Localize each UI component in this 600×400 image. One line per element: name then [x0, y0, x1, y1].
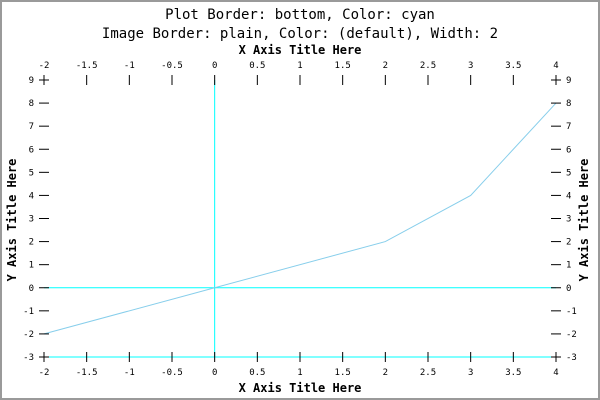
chart-title: Plot Border: bottom, Color: cyan: [165, 7, 435, 23]
x-tick-label-bottom: 2: [383, 368, 388, 378]
x-tick-label-bottom: 0.5: [249, 368, 265, 378]
y-tick-label-left: -2: [23, 330, 34, 340]
x-tick-label-bottom: 3: [468, 368, 473, 378]
y-tick-label-right: -3: [566, 353, 577, 363]
chart-subtitle: Image Border: plain, Color: (default), W…: [102, 26, 498, 42]
x-axis-title-top: X Axis Title Here: [239, 43, 362, 57]
x-tick-label-bottom: 1: [297, 368, 302, 378]
y-tick-label-right: 9: [566, 76, 571, 86]
tick-labels: -2 -2 -1.5 -1.5 -1 -1 -0.5 -0.5 0 0 0.5 0.5 1 1 1.5 1.5…: [23, 61, 577, 378]
x-tick-label-bottom: -0.5: [161, 368, 183, 378]
y-tick-label-left: 6: [29, 145, 34, 155]
x-tick-label-top: -1: [124, 61, 135, 71]
x-tick-label-bottom: 1.5: [335, 368, 351, 378]
x-tick-label-top: 3.5: [505, 61, 521, 71]
zero-lines: [44, 80, 556, 357]
y-tick-label-left: 1: [29, 261, 34, 271]
y-tick-label-right: -1: [566, 307, 577, 317]
y-tick-label-left: 4: [29, 191, 34, 201]
x-tick-label-top: -0.5: [161, 61, 183, 71]
y-tick-label-left: -1: [23, 307, 34, 317]
x-tick-label-bottom: 3.5: [505, 368, 521, 378]
x-tick-label-bottom: -2: [39, 368, 50, 378]
x-tick-label-top: 2.5: [420, 61, 436, 71]
y-tick-label-right: 3: [566, 215, 571, 225]
x-tick-label-top: 1.5: [335, 61, 351, 71]
x-axis-title-bottom: X Axis Title Here: [239, 381, 362, 395]
y-tick-label-left: 0: [29, 284, 34, 294]
axis-ticks: [39, 75, 561, 362]
y-tick-label-right: 1: [566, 261, 571, 271]
y-tick-label-right: -2: [566, 330, 577, 340]
x-tick-label-bottom: 2.5: [420, 368, 436, 378]
y-tick-label-right: 7: [566, 122, 571, 132]
x-tick-label-bottom: 4: [553, 368, 558, 378]
x-tick-label-top: -2: [39, 61, 50, 71]
x-tick-label-top: 2: [383, 61, 388, 71]
y-tick-label-left: 9: [29, 76, 34, 86]
y-tick-label-left: 7: [29, 122, 34, 132]
y-tick-label-right: 4: [566, 191, 571, 201]
x-tick-label-bottom: -1.5: [76, 368, 98, 378]
y-tick-label-right: 6: [566, 145, 571, 155]
y-tick-label-left: 8: [29, 99, 34, 109]
y-tick-label-right: 2: [566, 238, 571, 248]
x-tick-label-top: 3: [468, 61, 473, 71]
y-tick-label-left: 2: [29, 238, 34, 248]
x-tick-label-top: -1.5: [76, 61, 98, 71]
x-tick-label-top: 0: [212, 61, 217, 71]
x-tick-label-top: 4: [553, 61, 558, 71]
y-tick-label-left: 5: [29, 168, 34, 178]
y-tick-label-right: 8: [566, 99, 571, 109]
y-tick-label-right: 0: [566, 284, 571, 294]
series-line-0: [43, 102, 557, 335]
data-series: [43, 102, 557, 335]
x-tick-label-bottom: -1: [124, 368, 135, 378]
y-axis-title-right: Y Axis Title Here: [577, 159, 591, 282]
x-tick-label-bottom: 0: [212, 368, 217, 378]
y-axis-title-left: Y Axis Title Here: [5, 159, 19, 282]
y-tick-label-right: 5: [566, 168, 571, 178]
x-tick-label-top: 1: [297, 61, 302, 71]
y-tick-label-left: -3: [23, 353, 34, 363]
y-tick-label-left: 3: [29, 215, 34, 225]
x-tick-label-top: 0.5: [249, 61, 265, 71]
